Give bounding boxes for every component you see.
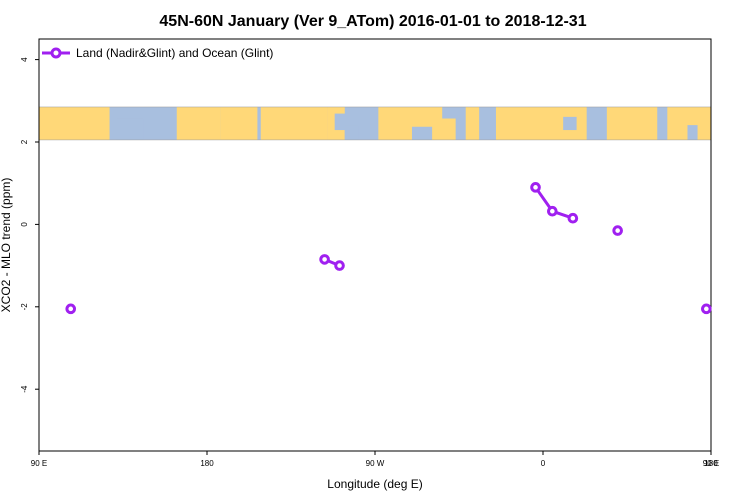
map-water <box>116 118 144 140</box>
legend-label: Land (Nadir&Glint) and Ocean (Glint) <box>76 46 273 60</box>
data-point <box>65 303 77 315</box>
map-land <box>606 106 658 140</box>
map-water <box>143 106 167 122</box>
map-land <box>39 106 110 140</box>
data-point <box>612 225 623 236</box>
y-axis-label: XCO2 - MLO trend (ppm) <box>0 178 13 313</box>
data-point <box>547 205 558 217</box>
y-tick-label: 0 <box>20 222 29 227</box>
data-point <box>319 254 330 265</box>
series-layer <box>65 182 712 315</box>
map-land <box>260 106 328 140</box>
chart-title: 45N-60N January (Ver 9_ATom) 2016-01-01 … <box>159 13 586 30</box>
data-point <box>701 303 712 315</box>
x-tick-label: 90 E <box>703 459 719 468</box>
map-land <box>176 106 221 140</box>
map-water <box>344 125 359 140</box>
data-point <box>334 260 345 271</box>
legend-marker-swatch <box>50 47 62 59</box>
legend: Land (Nadir&Glint) and Ocean (Glint) <box>42 46 273 60</box>
map-water <box>563 116 577 131</box>
x-tick-label: 90 E <box>31 459 47 468</box>
data-point <box>530 182 541 193</box>
x-tick-label: 180 <box>200 459 214 468</box>
map-water <box>442 106 463 119</box>
y-axis: -4 -2 0 2 4 <box>20 57 39 393</box>
map-land <box>220 106 258 140</box>
map-water <box>411 126 433 140</box>
plot-frame <box>38 38 712 452</box>
x-axis-label: Longitude (deg E) <box>327 477 422 491</box>
y-tick-label: 2 <box>20 139 29 144</box>
x-tick-label: 90 W <box>366 459 385 468</box>
x-tick-label: 180 <box>704 459 718 468</box>
y-tick-label: -4 <box>20 385 29 393</box>
x-tick-label: 0 <box>541 459 546 468</box>
world-map-band <box>38 106 712 141</box>
data-point <box>567 212 579 224</box>
y-tick-label: -2 <box>20 303 29 311</box>
map-water <box>687 125 698 140</box>
y-tick-label: 4 <box>20 57 29 62</box>
map-land <box>465 106 480 140</box>
